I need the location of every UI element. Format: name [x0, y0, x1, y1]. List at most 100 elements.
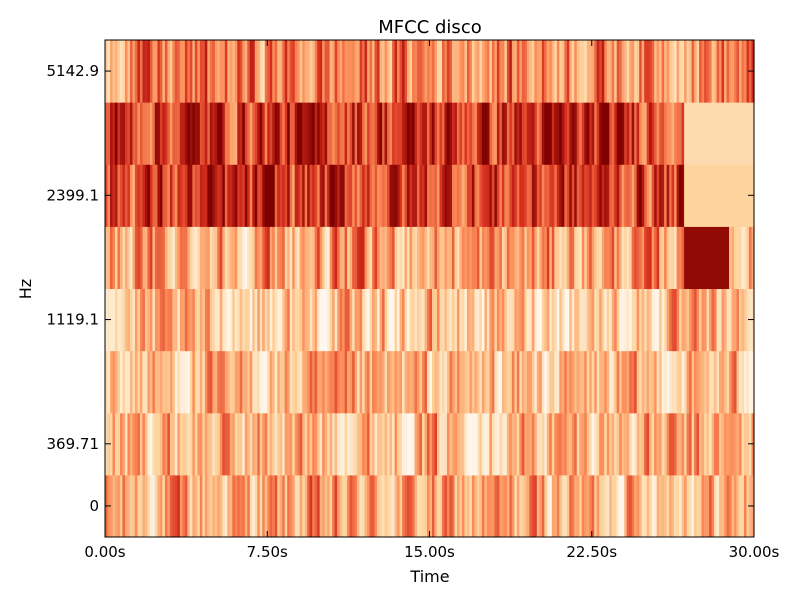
heat-cell	[541, 102, 545, 165]
heat-cell	[706, 102, 710, 165]
heat-cell	[152, 412, 156, 476]
heat-cell	[274, 474, 278, 538]
heat-cell	[154, 226, 159, 290]
heat-cell	[524, 350, 528, 414]
heat-cell	[144, 474, 149, 538]
heat-cell	[229, 412, 233, 476]
heat-cell	[319, 350, 323, 414]
heat-cell	[604, 40, 608, 103]
heat-cell	[689, 164, 693, 227]
heat-cell	[714, 474, 718, 538]
heat-cell	[454, 40, 458, 103]
heat-cell	[436, 40, 441, 103]
heat-cell	[539, 412, 543, 476]
heat-cell	[606, 102, 610, 165]
heat-cell	[709, 226, 713, 290]
heat-cell	[337, 474, 341, 538]
heat-cell	[304, 226, 308, 290]
heat-cell	[422, 164, 426, 227]
heat-cell	[456, 288, 461, 352]
heat-cell	[157, 412, 161, 476]
heat-cell	[441, 412, 446, 476]
heat-cell	[674, 288, 678, 352]
heat-cell	[229, 226, 233, 290]
heat-cell	[197, 350, 201, 414]
heat-cell	[244, 474, 248, 538]
heat-cell	[666, 102, 670, 165]
heat-cell	[631, 40, 635, 103]
heat-cell	[364, 412, 368, 476]
heat-cell	[167, 164, 171, 227]
heat-cell	[676, 288, 680, 352]
heat-cell	[352, 102, 356, 165]
heat-cell	[684, 412, 688, 476]
heat-cell	[234, 288, 238, 352]
heat-cell	[367, 226, 371, 290]
heat-cell	[357, 40, 361, 103]
heat-cell	[609, 474, 613, 538]
heat-cell	[654, 474, 658, 538]
heat-cell	[187, 288, 191, 352]
heat-cell	[561, 350, 565, 414]
heat-cell	[611, 102, 615, 165]
heat-cell	[606, 412, 610, 476]
heat-cell	[646, 102, 650, 165]
heat-cell	[506, 164, 510, 227]
heat-cell	[417, 412, 421, 476]
heat-cell	[432, 350, 436, 414]
heat-cell	[616, 474, 620, 538]
heat-cell	[601, 102, 605, 165]
heat-cell	[139, 226, 144, 290]
heat-cell	[494, 350, 498, 414]
heat-cell	[172, 412, 176, 476]
heat-cell	[739, 288, 743, 352]
heat-cell	[329, 412, 333, 476]
heat-cell	[354, 474, 358, 538]
heat-cell	[197, 412, 201, 476]
heat-cell	[686, 412, 690, 476]
heat-cell	[349, 288, 353, 352]
heat-cell	[556, 40, 560, 103]
heat-cell	[242, 412, 246, 476]
heat-cell	[489, 102, 493, 165]
heat-cell	[202, 102, 206, 165]
heat-cell	[229, 474, 233, 538]
heat-cell	[107, 226, 111, 290]
heat-cell	[626, 102, 630, 165]
heat-cell	[322, 40, 326, 103]
heat-cell	[169, 350, 173, 414]
heat-cell	[509, 102, 513, 165]
heat-cell	[352, 226, 356, 290]
heat-cell	[237, 412, 241, 476]
heat-cell	[519, 474, 523, 538]
heat-cell	[699, 102, 703, 165]
heat-cell	[624, 288, 628, 352]
heat-cell	[257, 164, 261, 227]
heat-cell	[164, 164, 169, 227]
heat-cell	[644, 226, 648, 290]
heat-cell	[159, 288, 164, 352]
heat-cell	[257, 350, 261, 414]
heat-cell	[574, 102, 578, 165]
heat-cell	[711, 40, 715, 103]
heat-cell	[317, 350, 321, 414]
heat-cell	[721, 288, 725, 352]
heat-cell	[212, 40, 216, 103]
heat-cell	[172, 164, 176, 227]
heat-cell	[132, 474, 136, 538]
heat-cell	[377, 226, 381, 290]
heat-cell	[322, 164, 326, 227]
heat-cell	[327, 164, 331, 227]
heat-cell	[736, 288, 740, 352]
heat-cell	[546, 40, 550, 103]
heat-cell	[684, 164, 688, 227]
heat-cell	[304, 40, 308, 103]
heat-cell	[179, 226, 183, 290]
heat-cell	[159, 350, 164, 414]
heat-cell	[207, 226, 211, 290]
heat-cell	[616, 164, 620, 227]
heat-cell	[719, 350, 723, 414]
heat-cell	[604, 474, 608, 538]
heat-cell	[252, 102, 256, 165]
heat-cell	[227, 40, 231, 103]
